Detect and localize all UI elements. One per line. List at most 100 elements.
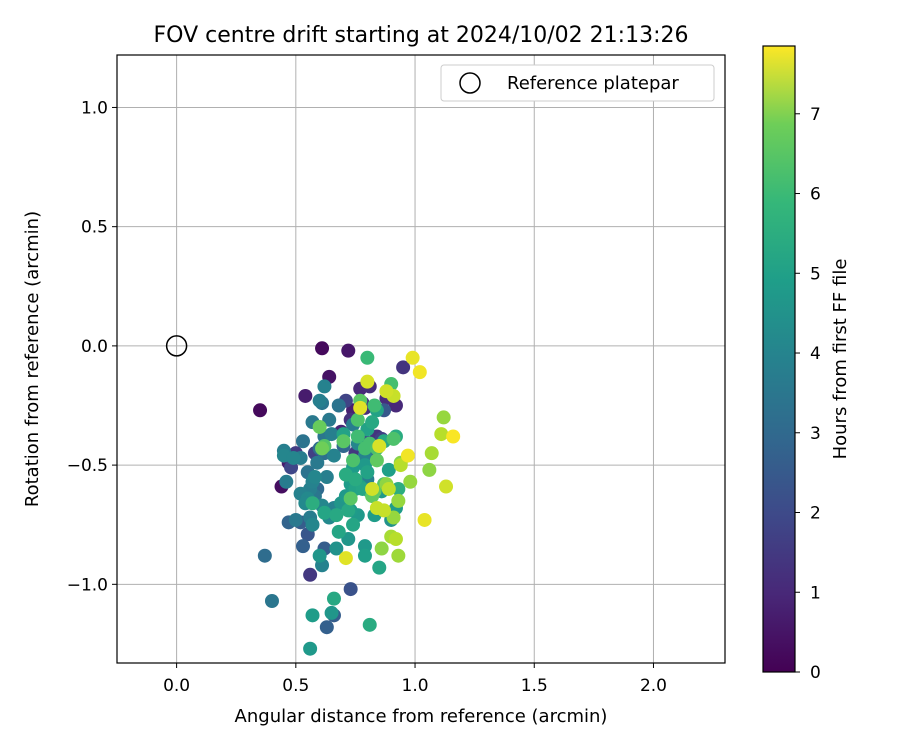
data-point [403, 474, 418, 489]
data-point [343, 491, 358, 506]
data-point [317, 379, 332, 394]
data-point [329, 541, 344, 556]
data-point [379, 384, 394, 399]
data-point [346, 453, 361, 468]
y-axis-label: Rotation from reference (arcmin) [22, 211, 43, 507]
data-point [422, 462, 437, 477]
colorbar-tick-label: 2 [810, 504, 821, 524]
data-point [295, 434, 310, 449]
data-point [326, 448, 341, 463]
colorbar-tick-label: 1 [810, 583, 821, 603]
data-point [307, 470, 322, 485]
data-point [310, 455, 325, 470]
data-point [350, 412, 365, 427]
y-tick-label: −1.0 [67, 575, 108, 595]
data-point [446, 429, 461, 444]
data-point [317, 505, 332, 520]
y-tick-label: 1.0 [81, 98, 108, 118]
data-point [381, 462, 396, 477]
colorbar-tick-label: 4 [810, 344, 821, 364]
colorbar-tick-label: 0 [810, 663, 821, 683]
data-point [312, 548, 327, 563]
legend: Reference platepar [440, 64, 715, 102]
x-tick-label: 2.0 [640, 676, 667, 696]
x-tick-label: 0.5 [282, 676, 309, 696]
data-point [324, 427, 339, 442]
data-point [412, 365, 427, 380]
data-point [365, 481, 380, 496]
y-tick-label: 0.5 [81, 218, 108, 238]
data-point [391, 493, 406, 508]
colorbar: 0 1 2 3 4 5 6 7 Hours from first FF file [762, 45, 851, 683]
data-point [372, 439, 387, 454]
data-point [424, 446, 439, 461]
colorbar-tick-label: 3 [810, 424, 821, 444]
data-point [338, 551, 353, 566]
data-point [405, 350, 420, 365]
data-point [257, 548, 272, 563]
colorbar-ticks: 0 1 2 3 4 5 6 7 [795, 105, 821, 683]
data-point [400, 448, 415, 463]
colorbar-label: Hours from first FF file [830, 259, 851, 460]
colorbar-gradient [762, 45, 796, 673]
data-point [388, 532, 403, 547]
data-point [357, 548, 372, 563]
data-point [324, 605, 339, 620]
data-point [326, 591, 341, 606]
colorbar-tick-label: 7 [810, 105, 821, 125]
data-point [322, 412, 337, 427]
data-point [439, 479, 454, 494]
data-point [264, 594, 279, 609]
data-point [393, 458, 408, 473]
data-point [341, 343, 356, 358]
axis-ticks: 0.0 0.5 1.0 1.5 2.0 1.0 0.5 0.0 −0.5 −1.0 [67, 98, 667, 696]
data-point [374, 541, 389, 556]
data-point [343, 582, 358, 597]
y-tick-label: −0.5 [67, 456, 108, 476]
data-point [331, 524, 346, 539]
reference-point-marker [165, 335, 188, 357]
data-point [319, 620, 334, 635]
colorbar-tick-label: 5 [810, 264, 821, 284]
data-point [279, 474, 294, 489]
data-point [353, 400, 368, 415]
data-point [336, 434, 351, 449]
data-point [338, 467, 353, 482]
data-point [367, 398, 382, 413]
data-point [391, 548, 406, 563]
data-point [329, 508, 344, 523]
data-point [360, 465, 375, 480]
data-point [362, 617, 377, 632]
data-point [417, 512, 432, 527]
x-tick-label: 1.5 [521, 676, 548, 696]
data-point [436, 410, 451, 425]
data-point [295, 539, 310, 554]
plot-frame [116, 54, 726, 664]
data-points [165, 335, 461, 656]
colorbar-tick-label: 6 [810, 185, 821, 205]
data-point [305, 496, 320, 511]
legend-entry-label: Reference platepar [507, 73, 679, 94]
x-axis-label: Angular distance from reference (arcmin) [235, 706, 608, 727]
data-point [286, 450, 301, 465]
data-point [288, 512, 303, 527]
data-point [377, 503, 392, 518]
data-point [312, 393, 327, 408]
data-point [346, 517, 361, 532]
grid [117, 55, 725, 663]
data-point [372, 560, 387, 575]
data-point [341, 503, 356, 518]
data-point [303, 641, 318, 656]
data-point [360, 350, 375, 365]
data-point [305, 517, 320, 532]
data-point [360, 374, 375, 389]
x-tick-label: 0.0 [163, 676, 190, 696]
data-point [305, 608, 320, 623]
data-point [315, 441, 330, 456]
data-point [350, 429, 365, 444]
data-point [434, 427, 449, 442]
data-point [298, 388, 313, 403]
x-tick-label: 1.0 [402, 676, 429, 696]
data-point [303, 567, 318, 582]
